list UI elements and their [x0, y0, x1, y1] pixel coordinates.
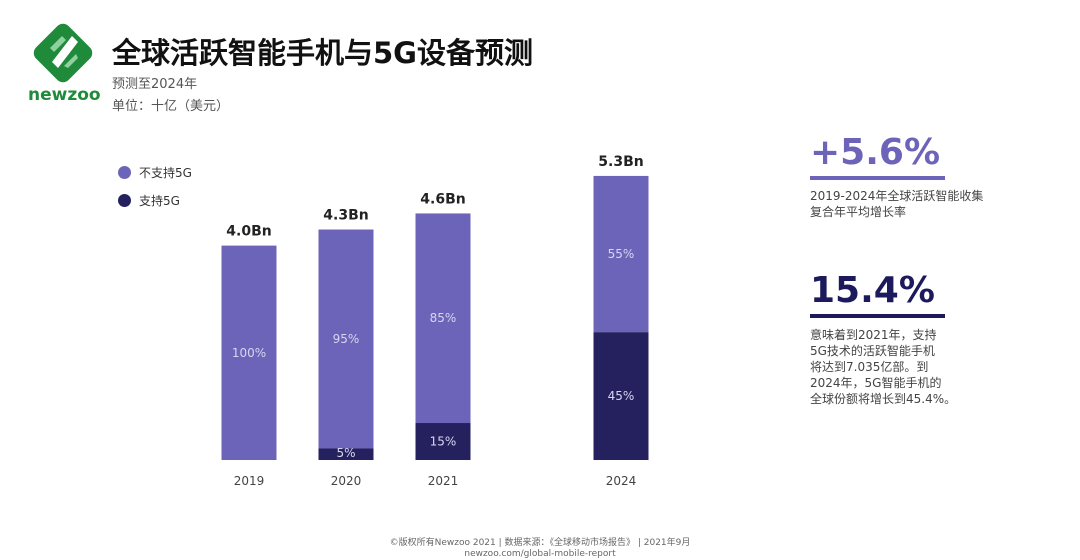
- pct-label-no5g: 55%: [608, 247, 635, 261]
- stat-cagr: +5.6%: [810, 132, 941, 173]
- bar-5g: [593, 332, 649, 460]
- total-label: 5.3Bn: [598, 154, 643, 170]
- total-label: 4.6Bn: [420, 191, 465, 207]
- bar-no5g: [221, 245, 277, 460]
- pct-label-no5g: 100%: [232, 346, 266, 360]
- newzoo-logo: [33, 23, 93, 83]
- bar-5g: [415, 423, 471, 460]
- stat-5g-share: 15.4%: [810, 270, 935, 311]
- bar-no5g: [415, 213, 471, 424]
- x-tick-label: 2019: [234, 474, 265, 488]
- pct-label-5g: 45%: [608, 389, 635, 403]
- divider: [810, 314, 945, 318]
- bar-no5g: [318, 229, 374, 449]
- x-tick-label: 2024: [606, 474, 637, 488]
- legend-no5g: 不支持5G: [118, 164, 192, 181]
- stat-cagr-desc: 2019-2024年全球活跃智能收集 复合年平均增长率: [810, 189, 984, 219]
- divider: [810, 176, 945, 180]
- bar-5g: [318, 448, 374, 460]
- footer-credit: ©版权所有Newzoo 2021 | 数据来源：《全球移动市场报告》 | 202…: [389, 538, 691, 548]
- page-title: 全球活跃智能手机与5G设备预测: [112, 36, 533, 70]
- bar-no5g: [593, 175, 649, 333]
- pct-label-5g: 15%: [430, 435, 457, 449]
- pct-label-no5g: 95%: [333, 332, 360, 346]
- logo-text: newzoo: [28, 85, 101, 105]
- footer-url[interactable]: newzoo.com/global-mobile-report: [464, 549, 616, 559]
- legend-5g: 支持5G: [118, 192, 180, 209]
- subtitle: 预测至2024年: [112, 77, 198, 92]
- x-tick-label: 2021: [428, 474, 459, 488]
- bar-chart: 4.0Bn 100% 2019 4.3Bn 95% 5% 2020 4.6Bn 85% 15% 20…: [221, 154, 649, 488]
- x-tick-label: 2020: [331, 474, 362, 488]
- unit-label: 单位：十亿（美元）: [112, 99, 230, 114]
- pct-label-no5g: 85%: [430, 311, 457, 325]
- stat-5g-desc: 意味着到2021年，支持 5G技术的活跃智能手机 将达到7.035亿部。到 2024年…: [810, 328, 957, 406]
- pct-label-5g: 5%: [336, 446, 355, 460]
- total-label: 4.3Bn: [323, 208, 368, 224]
- total-label: 4.0Bn: [226, 224, 271, 240]
